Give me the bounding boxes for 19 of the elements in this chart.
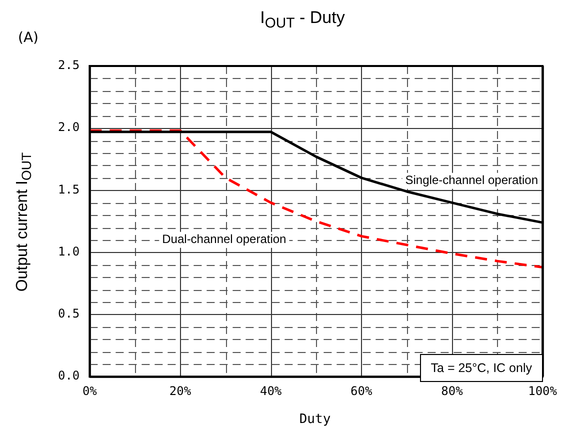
x-tick-label: 40% (260, 384, 282, 398)
line-series (90, 129, 543, 269)
x-tick-label: 0% (82, 384, 98, 398)
x-tick-label: 20% (169, 384, 192, 398)
y-tick-label: 0.5 (58, 306, 80, 321)
series-label: Dual-channel operation (162, 232, 286, 246)
y-tick-label: 1.0 (58, 244, 80, 258)
y-tick-label: 0.0 (58, 368, 80, 383)
x-tick-label: 60% (350, 384, 374, 398)
annotation: Ta = 25°C, IC only (420, 354, 543, 382)
y-tick-label: 2.0 (58, 120, 80, 134)
x-tick-label: 100% (528, 384, 558, 398)
y-tick-label: 2.5 (58, 58, 80, 72)
y-tick-label: 1.5 (58, 182, 80, 196)
x-tick-label: 80% (441, 384, 464, 398)
x-axis-title: Duty (298, 412, 332, 427)
chart-title: I$_{OUT}$ - Duty (259, 8, 346, 32)
text: (A) (18, 30, 39, 46)
series-label: Single-channel operation (405, 173, 538, 188)
